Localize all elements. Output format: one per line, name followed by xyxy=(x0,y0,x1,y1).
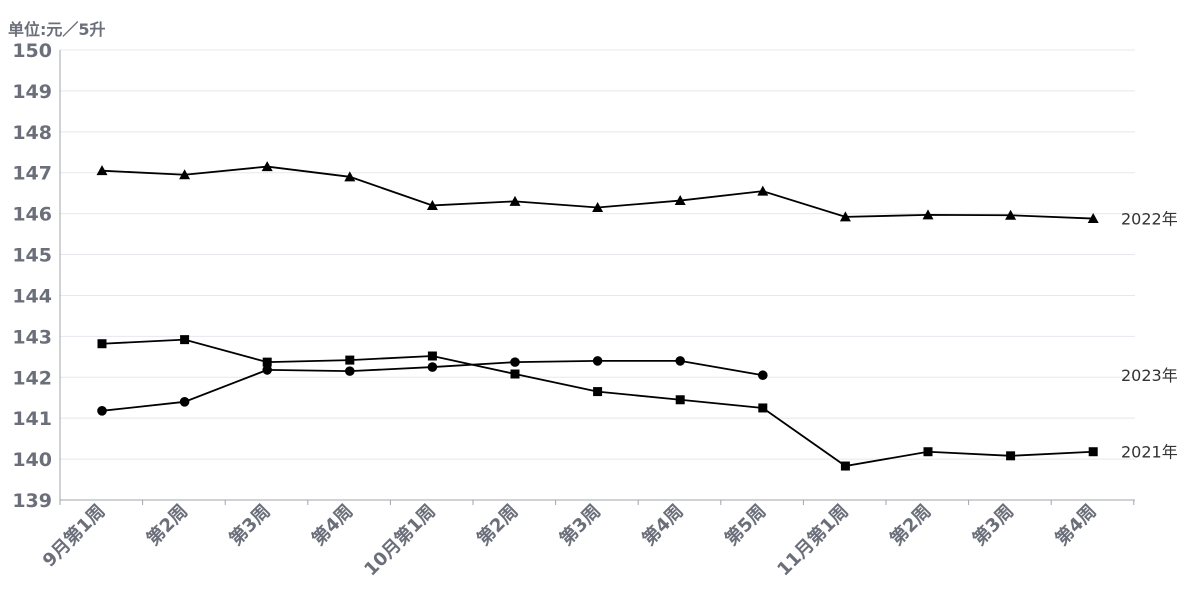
x-tick-label: 第3周 xyxy=(968,500,1018,550)
data-point xyxy=(179,397,190,407)
labels-group: 1391401411421431441451461471481491509月第1… xyxy=(12,40,1177,580)
data-point xyxy=(97,406,107,416)
series-name-label: 2022年 xyxy=(1121,210,1178,229)
data-point xyxy=(179,169,191,180)
x-tick-label: 第5周 xyxy=(720,500,770,550)
y-tick-label: 148 xyxy=(12,122,52,144)
y-tick-label: 141 xyxy=(12,408,52,430)
x-tick-label: 第2周 xyxy=(142,500,192,550)
x-tick-label: 第4周 xyxy=(1051,500,1101,550)
data-point xyxy=(1006,451,1016,461)
data-point xyxy=(839,211,851,222)
data-point xyxy=(345,355,355,365)
x-tick-label: 第3周 xyxy=(555,500,605,550)
x-tick-label: 第2周 xyxy=(473,500,523,550)
axes xyxy=(59,50,1135,505)
x-tick-label: 第3周 xyxy=(225,500,275,550)
unit-label: 单位:元／5升 xyxy=(8,20,106,39)
data-point xyxy=(262,365,273,375)
data-point xyxy=(922,209,934,220)
data-point xyxy=(757,185,769,196)
data-point xyxy=(1087,213,1099,224)
data-point xyxy=(675,356,685,366)
data-point xyxy=(675,395,685,405)
y-tick-label: 143 xyxy=(12,326,52,348)
y-tick-label: 149 xyxy=(12,81,52,103)
y-tick-label: 147 xyxy=(12,163,52,185)
data-point xyxy=(510,357,520,367)
series-name-label: 2023年 xyxy=(1121,366,1178,385)
data-point xyxy=(758,370,768,381)
data-point xyxy=(509,195,521,206)
data-point xyxy=(427,362,438,372)
y-tick-label: 140 xyxy=(12,449,52,471)
x-tick-label: 第4周 xyxy=(638,500,688,550)
y-tick-label: 150 xyxy=(12,40,52,62)
data-point xyxy=(97,339,107,349)
y-tick-label: 139 xyxy=(12,490,52,512)
series-group xyxy=(96,161,1099,471)
x-tick-label: 第4周 xyxy=(307,500,357,550)
data-point xyxy=(426,199,438,210)
y-tick-label: 146 xyxy=(12,204,52,226)
series-name-label: 2021年 xyxy=(1121,443,1178,462)
gridlines xyxy=(60,49,1135,460)
y-tick-label: 144 xyxy=(12,285,52,307)
data-point xyxy=(593,387,603,397)
data-point xyxy=(345,366,355,376)
data-point xyxy=(262,357,272,367)
data-point xyxy=(923,447,933,457)
x-tick-label: 第2周 xyxy=(886,500,936,550)
data-point xyxy=(592,202,604,212)
x-tick-label: 11月第1周 xyxy=(773,500,853,580)
y-tick-label: 142 xyxy=(12,367,52,389)
data-point xyxy=(840,461,850,471)
data-point xyxy=(674,195,686,206)
data-point xyxy=(510,369,520,379)
data-point xyxy=(1088,447,1098,457)
data-point xyxy=(758,403,768,413)
data-point xyxy=(1005,209,1017,220)
data-point xyxy=(261,161,273,172)
data-point xyxy=(592,356,603,366)
data-point xyxy=(344,171,356,182)
data-point xyxy=(96,165,108,176)
y-tick-label: 145 xyxy=(12,245,52,267)
data-point xyxy=(180,335,190,345)
data-point xyxy=(427,351,437,361)
x-tick-label: 10月第1周 xyxy=(360,500,440,580)
